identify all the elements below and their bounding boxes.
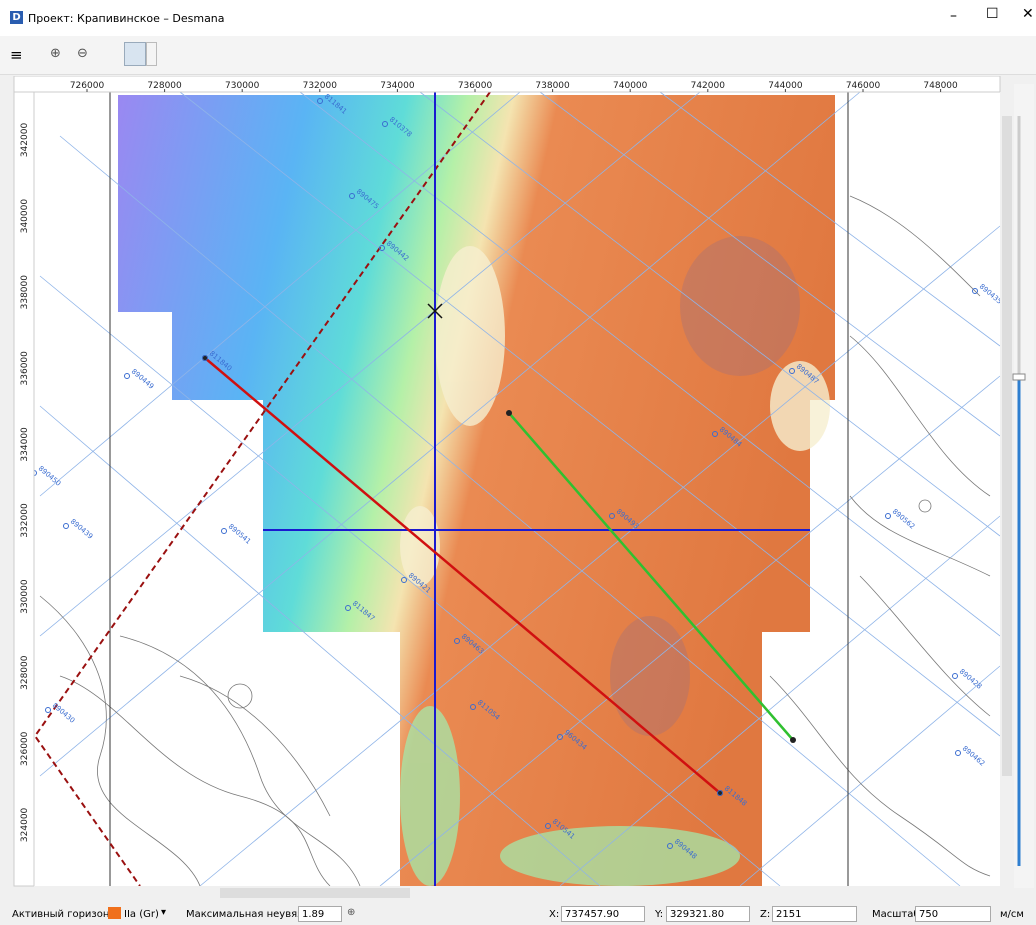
well bbox=[349, 193, 355, 199]
x-ruler-label: 748000 bbox=[923, 81, 958, 91]
well bbox=[789, 368, 795, 374]
raster-dark bbox=[610, 236, 800, 736]
v-scroll-thumb[interactable] bbox=[1002, 116, 1012, 776]
minimize-button[interactable]: – bbox=[950, 8, 957, 24]
y-ruler-label: 342000 bbox=[20, 123, 30, 158]
well bbox=[317, 98, 323, 104]
well bbox=[221, 528, 227, 534]
toolbar: ≡ ⊕ ⊖ bbox=[0, 36, 1036, 75]
x-ruler-label: 744000 bbox=[768, 81, 803, 91]
well bbox=[454, 638, 460, 644]
maximize-button[interactable]: ☐ bbox=[986, 6, 999, 22]
license-boundary bbox=[33, 91, 491, 887]
zoom-panel bbox=[1014, 84, 1034, 888]
well bbox=[667, 843, 673, 849]
y-ruler bbox=[13, 91, 35, 887]
well bbox=[345, 605, 351, 611]
well bbox=[609, 513, 615, 519]
scale-label: Масштаб: bbox=[872, 909, 923, 920]
misfit-zoom[interactable]: ⊕ bbox=[347, 907, 356, 918]
y-ruler-label: 326000 bbox=[20, 731, 30, 766]
status-bar: Активный горизонт: IIa (Gr) ▾ Максимальн… bbox=[0, 900, 1036, 925]
y-ruler-label: 328000 bbox=[20, 655, 30, 690]
well bbox=[955, 750, 961, 756]
profile-grid bbox=[39, 91, 1001, 887]
cursor-mark bbox=[427, 303, 443, 319]
contours bbox=[39, 195, 991, 887]
app-icon: D bbox=[10, 11, 23, 24]
y-ruler-label: 324000 bbox=[20, 807, 30, 842]
y-ruler-label: 338000 bbox=[20, 275, 30, 310]
y-ruler-label: 330000 bbox=[20, 579, 30, 614]
x-ruler-label: 732000 bbox=[303, 81, 338, 91]
x-ruler-label: 746000 bbox=[846, 81, 881, 91]
zoom-in-button[interactable]: ⊕ bbox=[50, 46, 61, 61]
misfit-input[interactable]: 1.89 bbox=[298, 906, 342, 922]
well bbox=[952, 673, 958, 679]
horizon-label: Активный горизонт: bbox=[12, 909, 119, 920]
h-scrollbar[interactable] bbox=[34, 886, 1000, 900]
scale-input[interactable]: 750 bbox=[915, 906, 991, 922]
well bbox=[124, 373, 130, 379]
well bbox=[45, 707, 51, 713]
well bbox=[470, 704, 476, 710]
x-input[interactable]: 737457.90 bbox=[561, 906, 645, 922]
tool-dropdown[interactable] bbox=[146, 42, 157, 66]
x-ruler-label: 738000 bbox=[535, 81, 570, 91]
x-ruler-label: 728000 bbox=[147, 81, 182, 91]
horizon-value[interactable]: IIa (Gr) bbox=[124, 909, 159, 920]
window-title: Проект: Крапивинское – Desmana bbox=[28, 12, 225, 25]
profile-red bbox=[204, 357, 721, 794]
y-label: Y: bbox=[655, 909, 664, 920]
well bbox=[557, 734, 563, 740]
pointer-tool[interactable] bbox=[124, 42, 146, 66]
well bbox=[545, 823, 551, 829]
well bbox=[401, 577, 407, 583]
y-ruler-label: 340000 bbox=[20, 199, 30, 234]
well bbox=[63, 523, 69, 529]
scale-unit: м/см bbox=[1000, 909, 1024, 920]
h-scroll-thumb[interactable] bbox=[220, 888, 410, 898]
y-ruler-label: 332000 bbox=[20, 503, 30, 538]
x-ruler-label: 734000 bbox=[380, 81, 415, 91]
z-label: Z: bbox=[760, 909, 771, 920]
well bbox=[202, 355, 208, 361]
well bbox=[382, 121, 388, 127]
z-input[interactable]: 2151 bbox=[772, 906, 857, 922]
y-ruler-label: 334000 bbox=[20, 427, 30, 462]
close-button[interactable]: ✕ bbox=[1022, 6, 1034, 22]
y-ruler-label: 336000 bbox=[20, 351, 30, 386]
horizon-swatch bbox=[108, 907, 121, 919]
profile-green bbox=[508, 412, 794, 741]
zoom-handle[interactable] bbox=[1012, 373, 1026, 381]
title-bar: D Проект: Крапивинское – Desmana – ☐ ✕ bbox=[0, 0, 1036, 36]
x-ruler-label: 742000 bbox=[691, 81, 726, 91]
x-ruler-label: 730000 bbox=[225, 81, 260, 91]
x-ruler bbox=[13, 76, 1001, 93]
x-ruler-label: 740000 bbox=[613, 81, 648, 91]
ruler-labels: 726000 728000 730000 732000 734000 736000 7380… bbox=[20, 81, 958, 842]
surface-raster bbox=[118, 95, 835, 886]
raster-green bbox=[400, 706, 740, 886]
y-input[interactable]: 329321.80 bbox=[666, 906, 750, 922]
horizon-dropdown[interactable]: ▾ bbox=[161, 907, 167, 918]
well bbox=[379, 245, 385, 251]
x-ruler-label: 736000 bbox=[458, 81, 493, 91]
zoom-out-button[interactable]: ⊖ bbox=[77, 46, 88, 61]
well bbox=[717, 790, 723, 796]
raster-highlights bbox=[400, 246, 830, 586]
well bbox=[885, 513, 891, 519]
menu-button[interactable]: ≡ bbox=[10, 46, 23, 64]
misfit-label: Максимальная неувязка: bbox=[186, 909, 318, 920]
map-view: 8118408118488118478904218904498904508904… bbox=[13, 76, 1034, 900]
well bbox=[712, 431, 718, 437]
x-label: X: bbox=[549, 909, 560, 920]
x-ruler-label: 726000 bbox=[70, 81, 105, 91]
well bbox=[972, 288, 978, 294]
